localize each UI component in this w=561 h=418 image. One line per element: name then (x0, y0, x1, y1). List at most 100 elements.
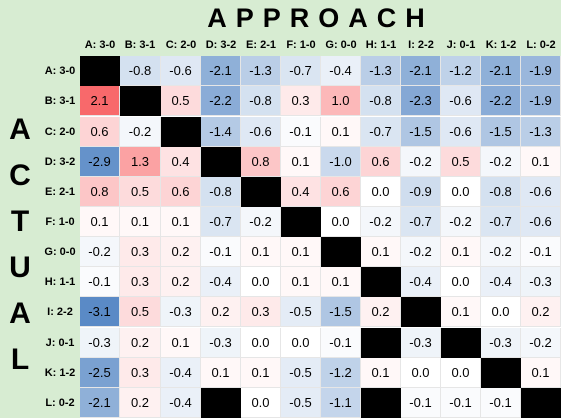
heatmap-cell: 0.2 (120, 328, 161, 358)
heatmap-cell: 0.1 (521, 358, 561, 388)
heatmap-cell: 0.0 (361, 177, 401, 207)
heatmap-cell: -1.9 (521, 56, 561, 86)
heatmap-cell: -0.2 (241, 207, 281, 237)
heatmap-cell: -0.8 (120, 56, 161, 86)
side-label-letter: T (10, 205, 30, 238)
heatmap-cell: -0.7 (281, 56, 321, 86)
heatmap-cell: -2.2 (481, 86, 521, 116)
heatmap-cell: -0.2 (401, 237, 441, 267)
side-label-letter: C (9, 159, 31, 192)
heatmap-cell: 0.1 (241, 237, 281, 267)
heatmap-cell: -0.6 (521, 207, 561, 237)
heatmap-cell: 0.6 (321, 177, 361, 207)
side-label-letter: A (9, 113, 31, 146)
heatmap-cell: -1.9 (521, 86, 561, 116)
heatmap-cell: -0.1 (401, 388, 441, 418)
heatmap-cell: -0.2 (481, 237, 521, 267)
row-headers: A: 3-0 B: 3-1 C: 2-0 D: 3-2 E: 2-1 F: 1-0 G: 0… (40, 56, 80, 418)
heatmap-cell: -1.2 (321, 358, 361, 388)
row-header: C: 2-0 (44, 126, 76, 138)
heatmap-cell: -0.8 (481, 177, 521, 207)
column-header: H: 1-1 (365, 39, 397, 51)
heatmap-cell: -0.1 (521, 237, 561, 267)
heatmap-cell: -0.8 (361, 86, 401, 116)
row-header: F: 1-0 (45, 216, 75, 228)
heatmap-cell: -0.6 (161, 56, 201, 86)
row-header: G: 0-0 (44, 246, 76, 258)
heatmap-cell: 0.1 (441, 297, 481, 327)
heatmap-cell: -1.4 (201, 117, 241, 147)
heatmap-cell: -1.5 (321, 297, 361, 327)
heatmap-cell: -2.1 (201, 56, 241, 86)
heatmap-cell: -0.8 (201, 177, 241, 207)
column-header: B: 3-1 (124, 39, 156, 51)
heatmap-cell: 0.1 (161, 207, 201, 237)
blocked-cell (120, 86, 161, 116)
heatmap-cell: 1.0 (321, 86, 361, 116)
side-label-letter: A (9, 297, 31, 330)
heatmap-cell: -0.7 (481, 207, 521, 237)
column-header: F: 1-0 (286, 39, 316, 51)
heatmap-cell: -0.2 (521, 328, 561, 358)
heatmap-cell: -0.1 (321, 328, 361, 358)
heatmap-cell: 0.3 (120, 237, 161, 267)
heatmap-cell: -0.1 (201, 237, 241, 267)
heatmap-cell: 0.5 (161, 86, 201, 116)
heatmap-cell: -0.5 (281, 358, 321, 388)
heatmap-cell: 0.0 (401, 358, 441, 388)
blocked-cell (441, 328, 481, 358)
heatmap-cell: 0.4 (161, 147, 201, 177)
heatmap-cell: 0.5 (120, 177, 161, 207)
blocked-cell (241, 177, 281, 207)
heatmap-cell: -0.8 (241, 86, 281, 116)
row-header: A: 3-0 (44, 65, 76, 77)
heatmap-cell: 0.6 (161, 177, 201, 207)
heatmap-cell: 0.6 (361, 147, 401, 177)
row-header: H: 1-1 (44, 276, 76, 288)
heatmap-cell: -2.1 (401, 56, 441, 86)
heatmap-cell: 0.4 (281, 177, 321, 207)
heatmap-cell: 2.1 (80, 86, 120, 116)
heatmap-cell: -2.9 (80, 147, 120, 177)
heatmap-cell: -0.6 (241, 117, 281, 147)
heatmap-cell: -1.0 (321, 147, 361, 177)
blocked-cell (361, 388, 401, 418)
heatmap-cell: 0.2 (201, 297, 241, 327)
heatmap-cell: 0.3 (241, 297, 281, 327)
heatmap-cell: 0.3 (120, 358, 161, 388)
heatmap-cell: -0.4 (321, 56, 361, 86)
blocked-cell (321, 237, 361, 267)
heatmap-cell: 0.3 (120, 267, 161, 297)
blocked-cell (80, 56, 120, 86)
heatmap-cell: 0.1 (80, 207, 120, 237)
blocked-cell (201, 147, 241, 177)
heatmap-cell: 0.0 (481, 297, 521, 327)
heatmap-cell: -1.2 (441, 56, 481, 86)
heatmap-cell: 0.0 (441, 358, 481, 388)
column-header: L: 0-2 (526, 39, 556, 51)
heatmap-cell: 0.2 (521, 297, 561, 327)
heatmap-cell: -0.7 (401, 207, 441, 237)
heatmap-cell: -0.2 (481, 147, 521, 177)
heatmap-cell: 0.5 (441, 147, 481, 177)
heatmap-cell: 0.0 (321, 207, 361, 237)
column-header: K: 1-2 (485, 39, 517, 51)
heatmap-cell: 0.6 (80, 117, 120, 147)
row-header: I: 2-2 (47, 306, 73, 318)
heatmap-cell: -0.5 (281, 297, 321, 327)
heatmap-cell: -0.4 (201, 267, 241, 297)
heatmap-cell: 0.1 (281, 147, 321, 177)
column-header: G: 0-0 (325, 39, 357, 51)
column-header: E: 2-1 (246, 39, 276, 51)
heatmap-cell: -0.4 (161, 388, 201, 418)
column-header: I: 2-2 (408, 39, 434, 51)
heatmap-cell: 0.0 (241, 388, 281, 418)
row-header: K: 1-2 (44, 367, 76, 379)
blocked-cell (361, 267, 401, 297)
row-header: J: 0-1 (45, 337, 75, 349)
heatmap-cell: 0.0 (241, 328, 281, 358)
heatmap-cell: -0.2 (361, 207, 401, 237)
heatmap-cell: -0.6 (441, 86, 481, 116)
heatmap-cell: 0.3 (281, 86, 321, 116)
